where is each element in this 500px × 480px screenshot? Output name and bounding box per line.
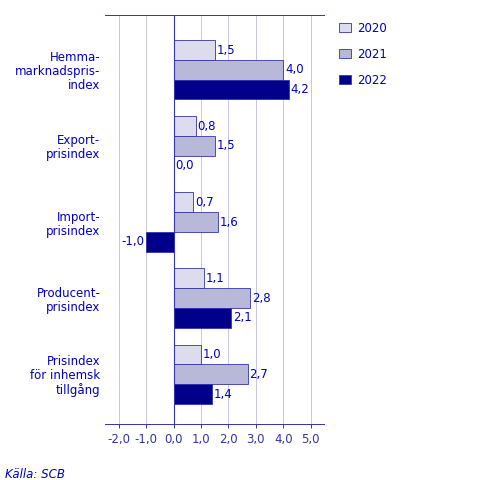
Bar xyxy=(174,384,212,404)
Text: 2,7: 2,7 xyxy=(250,368,268,381)
Bar xyxy=(174,288,250,308)
Legend: 2020, 2021, 2022: 2020, 2021, 2022 xyxy=(334,17,392,91)
Bar xyxy=(174,136,215,156)
Text: 1,1: 1,1 xyxy=(206,272,225,285)
Text: 0,7: 0,7 xyxy=(195,196,214,209)
Bar xyxy=(146,232,174,252)
Bar xyxy=(174,345,201,364)
Text: 1,5: 1,5 xyxy=(216,139,236,153)
Bar xyxy=(174,80,288,99)
Text: Källa: SCB: Källa: SCB xyxy=(5,468,65,480)
Text: 4,2: 4,2 xyxy=(290,83,310,96)
Bar xyxy=(174,116,196,136)
Text: 4,0: 4,0 xyxy=(285,63,304,76)
Text: 1,0: 1,0 xyxy=(203,348,222,361)
Text: 1,5: 1,5 xyxy=(216,44,236,57)
Bar xyxy=(174,60,283,80)
Text: 1,4: 1,4 xyxy=(214,387,233,401)
Text: 2,1: 2,1 xyxy=(233,312,252,324)
Text: 0,0: 0,0 xyxy=(176,159,194,172)
Bar xyxy=(174,308,231,328)
Text: 2,8: 2,8 xyxy=(252,292,271,305)
Text: 1,6: 1,6 xyxy=(220,216,238,228)
Bar xyxy=(174,268,204,288)
Text: 0,8: 0,8 xyxy=(198,120,216,132)
Bar xyxy=(174,212,218,232)
Bar xyxy=(174,364,248,384)
Text: -1,0: -1,0 xyxy=(122,235,144,248)
Bar xyxy=(174,192,193,212)
Bar xyxy=(174,40,215,60)
